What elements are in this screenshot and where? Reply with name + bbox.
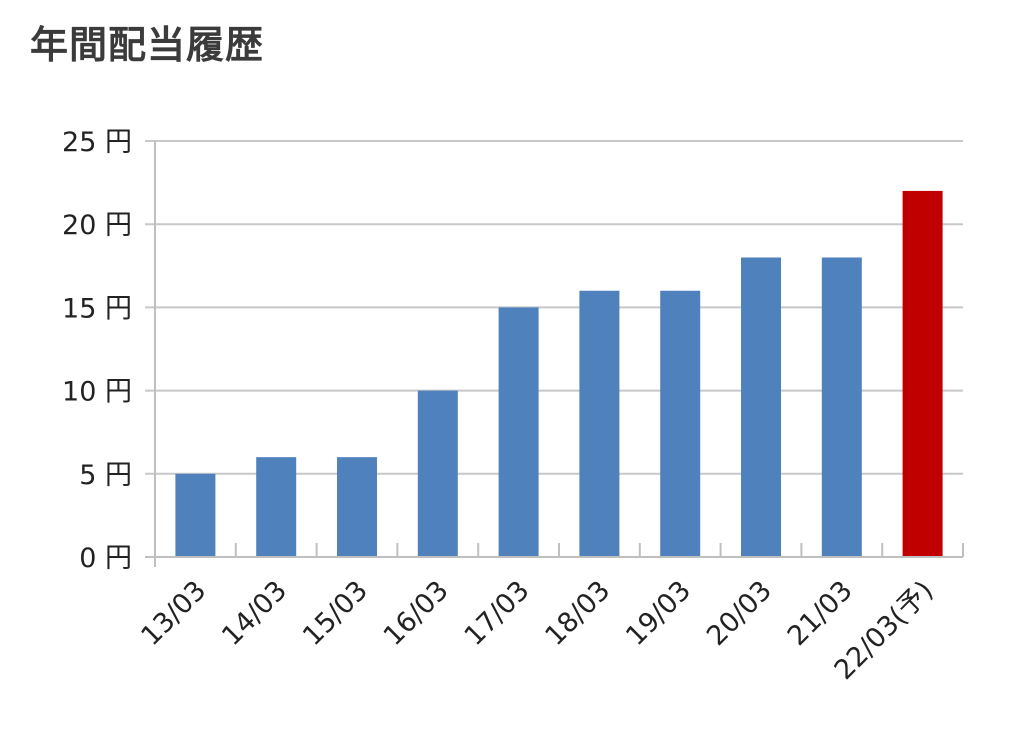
y-tick-label: 5 円 — [79, 460, 132, 491]
y-tick-label: 10 円 — [62, 377, 132, 408]
axes — [145, 141, 964, 567]
bar — [256, 457, 297, 557]
x-tick-label: 19/03 — [620, 575, 697, 652]
x-tick-label: 15/03 — [297, 575, 374, 652]
x-tick-labels: 13/03 14/03 15/03 16/03 17/03 18/03 19/03 20/03… — [135, 575, 939, 686]
y-tick-label: 25 円 — [62, 127, 132, 158]
x-tick-label: 17/03 — [459, 575, 536, 652]
bar — [417, 390, 458, 557]
chart-title: 年間配当履歴 — [30, 23, 265, 67]
bar — [741, 257, 781, 557]
y-tick-label: 20 円 — [62, 210, 132, 241]
x-tick-label: 16/03 — [378, 575, 455, 652]
x-tick-label: 14/03 — [216, 575, 293, 652]
bar — [498, 307, 539, 557]
bar — [660, 290, 701, 557]
bar — [902, 190, 943, 558]
bar — [175, 473, 216, 557]
x-tick-label: 21/03 — [782, 575, 859, 652]
y-tick-label: 0 円 — [79, 543, 132, 574]
bar — [337, 457, 377, 557]
x-tick-label: 18/03 — [539, 575, 616, 652]
x-tick-label: 13/03 — [135, 575, 212, 652]
y-tick-labels: 0 円 5 円 10 円 15 円 20 円 25 円 — [62, 127, 132, 574]
bar — [821, 257, 862, 557]
bar — [579, 290, 620, 557]
bars — [175, 190, 943, 558]
y-tick-label: 15 円 — [62, 293, 132, 324]
x-tick-label: 20/03 — [701, 575, 778, 652]
